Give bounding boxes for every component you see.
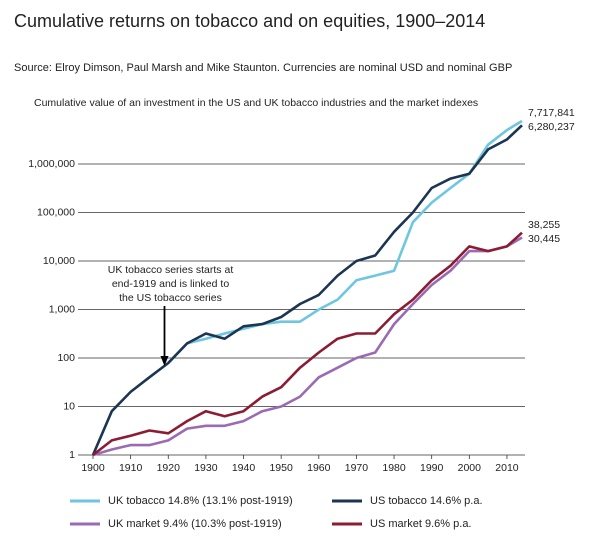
legend-label: UK market 9.4% (10.3% post-1919) (108, 518, 282, 530)
end-value-label: 38,255 (528, 219, 560, 231)
x-tick-label: 1950 (269, 462, 293, 474)
y-tick-label: 100,000 (37, 206, 75, 218)
end-value-label: 7,717,841 (528, 107, 575, 119)
x-tick-label: 2010 (495, 462, 519, 474)
series-line (91, 124, 523, 456)
y-tick-label: 1,000 (49, 303, 75, 315)
end-value-label: 30,445 (528, 233, 560, 245)
chart-title: Cumulative returns on tobacco and on equ… (14, 11, 485, 31)
annotation: UK tobacco series starts at (108, 264, 234, 276)
y-tick-label: 100 (57, 352, 75, 364)
end-value-label: 6,280,237 (528, 121, 575, 133)
x-tick-label: 2000 (458, 462, 482, 474)
x-tick-label: 1960 (307, 462, 331, 474)
legend-label: US market 9.6% p.a. (370, 518, 472, 530)
y-tick-label: 10 (63, 400, 75, 412)
y-axis-label: Cumulative value of an investment in the… (34, 97, 478, 109)
x-tick-label: 1940 (232, 462, 256, 474)
y-tick-label: 1 (69, 449, 75, 461)
x-tick-label: 1970 (345, 462, 369, 474)
x-tick-label: 1910 (119, 462, 143, 474)
x-tick-label: 1990 (420, 462, 444, 474)
legend-label: US tobacco 14.6% p.a. (370, 495, 483, 507)
x-tick-label: 1980 (382, 462, 406, 474)
series-line (92, 236, 523, 457)
annotation: end-1919 and is linked to (112, 278, 229, 290)
y-tick-label: 1,000,000 (28, 158, 75, 170)
series-line (92, 231, 523, 457)
legend-label: UK tobacco 14.8% (13.1% post-1919) (108, 495, 293, 507)
x-tick-label: 1900 (81, 462, 105, 474)
y-tick-label: 10,000 (43, 255, 75, 267)
annotation: the US tobacco series (119, 292, 222, 304)
x-tick-label: 1920 (157, 462, 181, 474)
x-tick-label: 1930 (194, 462, 218, 474)
annotation-arrowhead (160, 356, 169, 366)
series-line (167, 119, 523, 364)
chart-subtitle: Source: Elroy Dimson, Paul Marsh and Mik… (14, 62, 512, 74)
